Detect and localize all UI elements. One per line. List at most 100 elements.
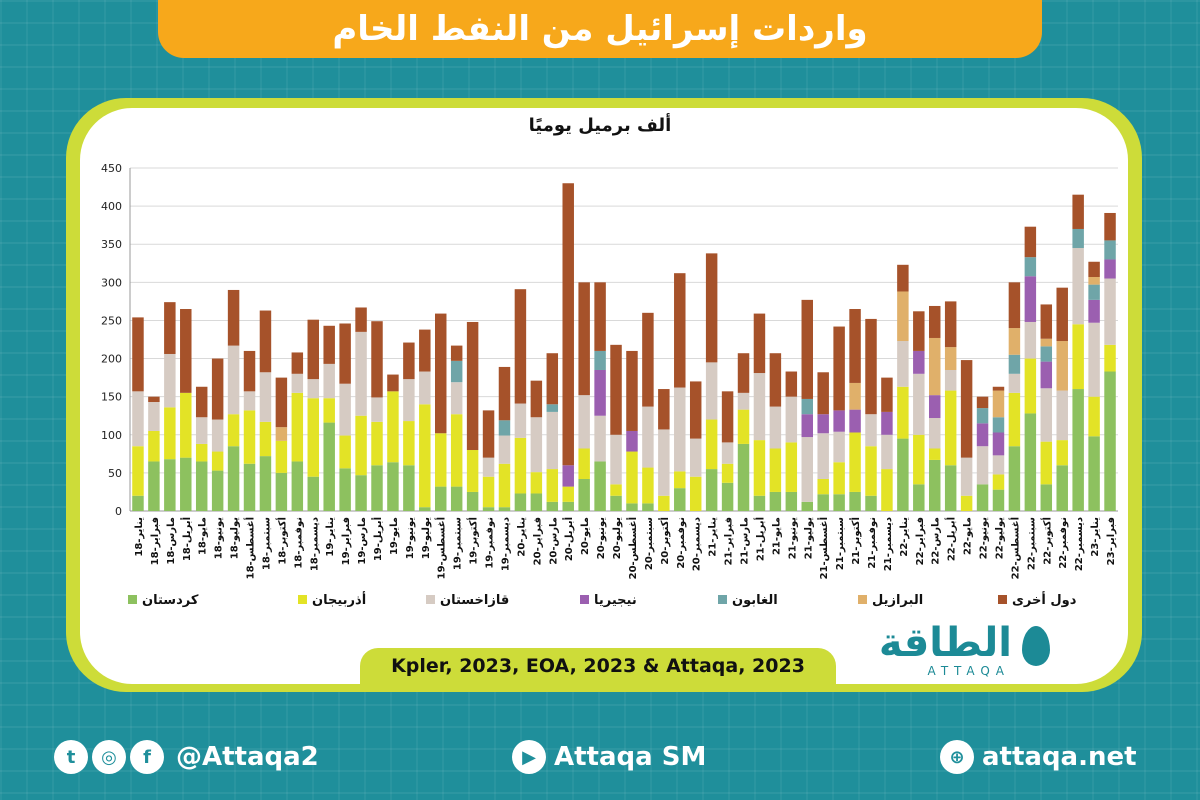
bar-segment — [259, 421, 272, 457]
bar-segment — [291, 373, 304, 393]
youtube-icon[interactable]: ▶ — [512, 740, 546, 774]
bar-segment — [1008, 373, 1021, 393]
bar-segment — [642, 406, 654, 468]
source-text: Kpler, 2023, EOA, 2023 & Attaqa, 2023 — [391, 655, 805, 677]
x-tick-label: يوليو-19 — [421, 517, 432, 559]
bar-segment — [705, 469, 718, 511]
facebook-icon[interactable]: f — [130, 740, 164, 774]
bar-segment — [976, 396, 989, 409]
bar-segment — [180, 309, 192, 393]
bar-segment — [881, 434, 893, 470]
bar-segment — [403, 342, 415, 380]
bar-segment — [1104, 259, 1116, 279]
website-link[interactable]: ⊕ attaqa.net — [940, 740, 1137, 774]
bar-segment — [435, 486, 447, 511]
bar-segment — [419, 329, 431, 372]
bar-segment — [498, 507, 511, 511]
bar-segment — [578, 478, 590, 511]
bar-segment — [833, 326, 845, 411]
bar-segment — [323, 422, 335, 511]
bar-segment — [1040, 388, 1053, 442]
bar-segment — [801, 437, 813, 502]
bar-segment — [1008, 328, 1021, 355]
youtube-link[interactable]: ▶ Attaqa SM — [512, 740, 706, 774]
bar-segment — [339, 323, 351, 384]
bar-segment — [578, 395, 590, 449]
bar-segment — [530, 380, 543, 418]
globe-icon[interactable]: ⊕ — [940, 740, 974, 774]
bar-segment — [546, 411, 559, 470]
bar-segment — [1024, 257, 1037, 277]
bar-segment — [594, 282, 606, 351]
bar-segment — [148, 396, 160, 403]
x-tick-label: مارس-18 — [166, 517, 177, 565]
y-tick-label: 150 — [101, 391, 122, 404]
bar-segment — [674, 387, 686, 472]
bar-segment — [849, 409, 861, 433]
x-tick-label: يونيو-19 — [405, 517, 416, 559]
bar-segment — [291, 461, 304, 511]
bar-segment — [944, 390, 957, 466]
bar-segment — [929, 459, 941, 511]
logo-english: ATTAQA — [927, 664, 1010, 678]
bar-segment — [307, 398, 319, 477]
x-tick-label: أغسطس-22 — [1008, 517, 1021, 579]
bar-segment — [658, 429, 670, 496]
social-handle[interactable]: @Attaqa2 — [176, 742, 319, 772]
bar-segment — [514, 403, 527, 438]
bar-segment — [1104, 344, 1116, 372]
bar-segment — [355, 415, 367, 476]
bar-segment — [164, 302, 176, 354]
bar-segment — [403, 421, 415, 466]
x-tick-label: سبتمبر-18 — [261, 517, 272, 570]
bar-segment — [132, 446, 144, 496]
x-tick-label: يناير-20 — [516, 517, 527, 557]
bar-segment — [291, 352, 304, 374]
bar-segment — [610, 434, 622, 485]
bar-segment — [498, 366, 511, 421]
y-tick-label: 50 — [108, 467, 122, 480]
legend-swatch — [298, 595, 307, 604]
bar-segment — [881, 411, 893, 435]
bar-segment — [833, 494, 845, 511]
bar-segment — [1024, 276, 1037, 322]
x-tick-label: يوليو-21 — [803, 517, 814, 559]
x-tick-label: نوفمبر-22 — [1058, 517, 1069, 569]
bar-segment — [1024, 413, 1037, 511]
bar-segment — [243, 410, 256, 464]
bar-segment — [705, 362, 718, 420]
youtube-handle[interactable]: Attaqa SM — [554, 742, 707, 772]
bar-segment — [371, 465, 383, 511]
website-url[interactable]: attaqa.net — [982, 742, 1137, 772]
x-tick-label: أغسطس-19 — [435, 517, 448, 579]
bar-segment — [275, 440, 288, 473]
x-tick-label: مارس-19 — [357, 517, 368, 565]
bar-segment — [450, 360, 463, 383]
bar-segment — [642, 312, 654, 407]
footer: t ◎ f @Attaqa2 ▶ Attaqa SM ⊕ attaqa.net — [0, 720, 1200, 800]
x-tick-label: نوفمبر-19 — [485, 517, 496, 569]
bar-segment — [498, 463, 511, 508]
bar-segment — [562, 183, 574, 466]
bar-segment — [578, 282, 590, 396]
y-tick-label: 400 — [101, 200, 122, 213]
bar-segment — [164, 407, 176, 460]
bar-segment — [307, 476, 319, 511]
bar-segment — [195, 461, 208, 511]
x-tick-label: فبراير-20 — [532, 517, 543, 565]
bar-segment — [482, 410, 495, 458]
bar-segment — [594, 415, 606, 462]
bar-segment — [482, 457, 495, 477]
bar-segment — [689, 438, 702, 477]
bar-segment — [307, 319, 319, 380]
bar-segment — [817, 433, 829, 479]
bar-segment — [1056, 390, 1068, 441]
x-tick-label: أكتوبر-20 — [658, 517, 671, 565]
x-tick-label: ديسمبر-20 — [692, 517, 703, 571]
bar-segment — [610, 495, 622, 511]
instagram-icon[interactable]: ◎ — [92, 740, 126, 774]
bar-segment — [498, 435, 511, 464]
bar-segment — [482, 476, 495, 508]
twitter-icon[interactable]: t — [54, 740, 88, 774]
